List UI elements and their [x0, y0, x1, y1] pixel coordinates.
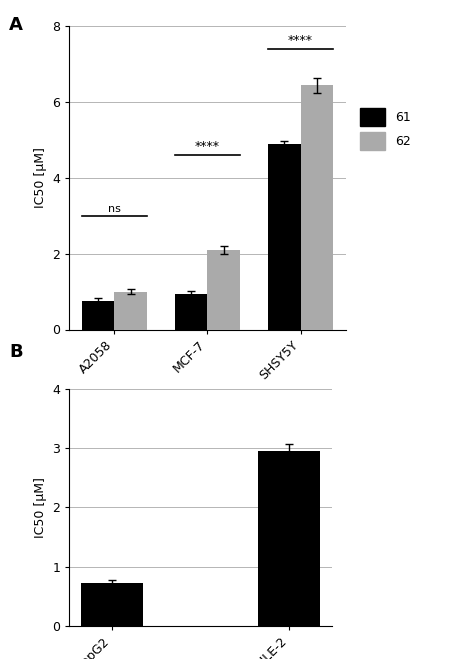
Bar: [268, 144, 301, 330]
Text: ns: ns: [108, 204, 121, 214]
Bar: [114, 291, 147, 330]
Text: ****: ****: [288, 34, 313, 47]
Legend: 61, 62: 61, 62: [361, 108, 411, 150]
Bar: [258, 451, 320, 626]
Text: ****: ****: [195, 140, 220, 154]
Y-axis label: IC50 [μM]: IC50 [μM]: [34, 477, 47, 538]
Text: B: B: [9, 343, 23, 360]
Bar: [175, 293, 207, 330]
Text: A: A: [9, 16, 23, 34]
Bar: [207, 250, 240, 330]
Bar: [82, 301, 114, 330]
Bar: [301, 85, 333, 330]
Y-axis label: IC50 [μM]: IC50 [μM]: [34, 148, 47, 208]
Bar: [81, 583, 143, 626]
X-axis label: Cell Line: Cell Line: [171, 393, 244, 408]
